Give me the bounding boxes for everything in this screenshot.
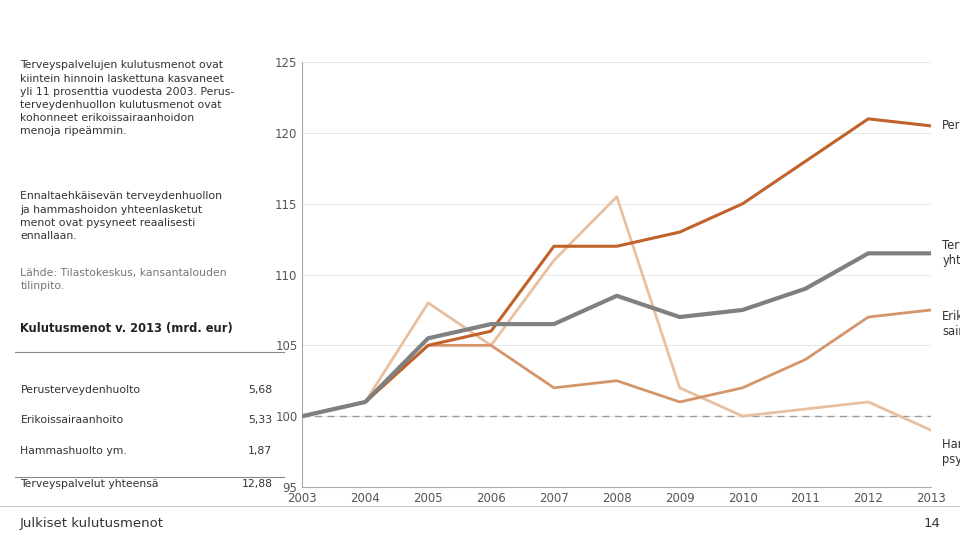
Text: Ennaltaehkäisevän terveydenhuollon
ja hammashoidon yhteenlasketut
menot ovat pys: Ennaltaehkäisevän terveydenhuollon ja ha… <box>20 192 223 241</box>
Text: Erikoissairaanhoito: Erikoissairaanhoito <box>20 415 124 425</box>
Text: Terveyspalvelujen kulutusmenot 2003–2013 (indeksi, 2003=100): Terveyspalvelujen kulutusmenot 2003–2013… <box>12 16 697 35</box>
Text: Julkiset kulutusmenot: Julkiset kulutusmenot <box>19 517 163 531</box>
Text: Hammashuolto, neuvola,
psykologipalv.: Hammashuolto, neuvola, psykologipalv. <box>943 438 960 465</box>
Text: Perusterveydenhuolto: Perusterveydenhuolto <box>943 120 960 133</box>
Text: 14: 14 <box>924 517 941 531</box>
Text: Kulutusmenot v. 2013 (mrd. eur): Kulutusmenot v. 2013 (mrd. eur) <box>20 322 233 335</box>
Text: 5,33: 5,33 <box>249 415 273 425</box>
Text: Lähde: Tilastokeskus, kansantalouden
tilinpito.: Lähde: Tilastokeskus, kansantalouden til… <box>20 268 228 292</box>
Text: Terveyspalvelut
yhteensä: Terveyspalvelut yhteensä <box>943 239 960 267</box>
Text: 12,88: 12,88 <box>241 479 273 489</box>
Text: 1,87: 1,87 <box>249 446 273 456</box>
Text: Erikois-
sairaanhoito: Erikois- sairaanhoito <box>943 310 960 338</box>
Text: Hammashuolto ym.: Hammashuolto ym. <box>20 446 128 456</box>
Text: Perusterveydenhuolto: Perusterveydenhuolto <box>20 385 140 395</box>
Text: Terveyspalvelujen kulutusmenot ovat
kiintein hinnoin laskettuna kasvaneet
yli 11: Terveyspalvelujen kulutusmenot ovat kiin… <box>20 61 235 136</box>
Text: Terveyspalvelut yhteensä: Terveyspalvelut yhteensä <box>20 479 159 489</box>
Text: 5,68: 5,68 <box>249 385 273 395</box>
